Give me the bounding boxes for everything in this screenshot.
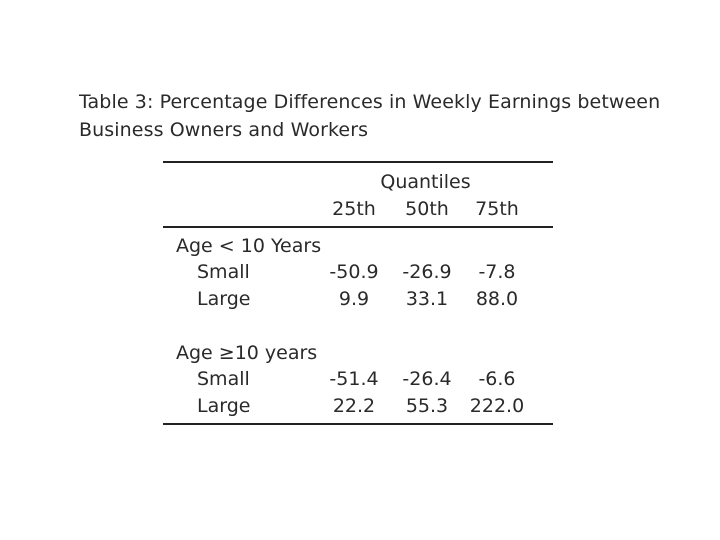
table-cell: 55.3 bbox=[405, 395, 449, 417]
table-cell: -6.6 bbox=[478, 368, 516, 390]
table-caption: Table 3: Percentage Differences in Weekl… bbox=[79, 88, 679, 144]
caption-line-2: Business Owners and Workers bbox=[79, 119, 369, 141]
table-cell: -7.8 bbox=[478, 261, 516, 283]
table-cell: -50.9 bbox=[329, 261, 379, 283]
row-label-large: Large bbox=[197, 288, 251, 310]
group-label-age-under-10: Age < 10 Years bbox=[176, 235, 322, 257]
caption-line-1: Table 3: Percentage Differences in Weekl… bbox=[79, 91, 661, 113]
table-cell: 88.0 bbox=[475, 288, 519, 310]
row-label-small: Small bbox=[197, 261, 250, 283]
column-header-25th: 25th bbox=[332, 198, 376, 220]
table-cell: 222.0 bbox=[469, 395, 525, 417]
table-cell: -26.4 bbox=[402, 368, 452, 390]
bottom-rule bbox=[163, 423, 553, 425]
row-label-small: Small bbox=[197, 368, 250, 390]
group-label-age-10-plus: Age ≥10 years bbox=[176, 342, 318, 364]
column-spanner: Quantiles bbox=[380, 171, 471, 193]
column-header-75th: 75th bbox=[475, 198, 519, 220]
table-cell: 9.9 bbox=[338, 288, 370, 310]
header-rule bbox=[163, 226, 553, 228]
table-cell: 22.2 bbox=[332, 395, 376, 417]
column-header-50th: 50th bbox=[405, 198, 449, 220]
table-cell: 33.1 bbox=[405, 288, 449, 310]
top-rule bbox=[163, 161, 553, 163]
row-label-large: Large bbox=[197, 395, 251, 417]
table-cell: -26.9 bbox=[402, 261, 452, 283]
table-cell: -51.4 bbox=[329, 368, 379, 390]
